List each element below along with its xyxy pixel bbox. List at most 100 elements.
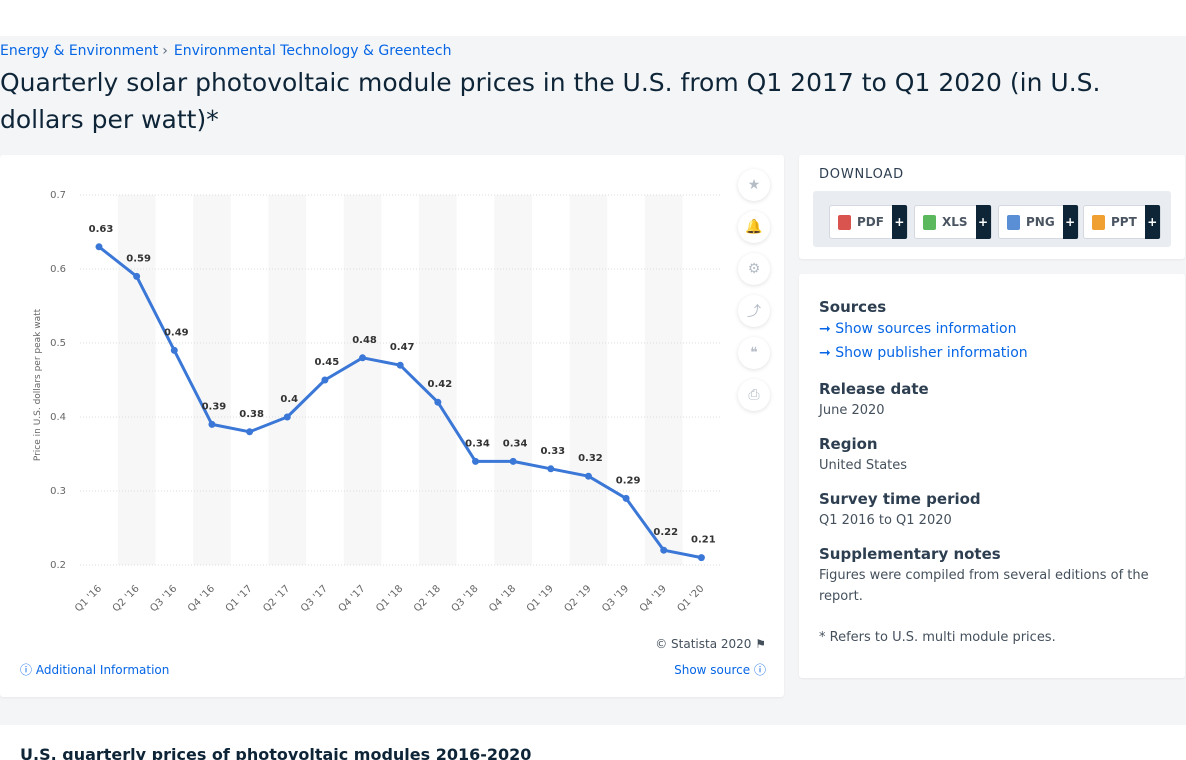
show-publisher-label: Show publisher information xyxy=(835,345,1028,361)
data-label: 0.45 xyxy=(315,357,340,368)
x-tick-label: Q3 '17 xyxy=(299,583,330,614)
plus-icon: + xyxy=(975,205,991,239)
data-label: 0.22 xyxy=(653,527,678,538)
download-pdf-button[interactable]: PDF + xyxy=(829,205,908,239)
data-point xyxy=(547,465,555,473)
footnote: * Refers to U.S. multi module prices. xyxy=(819,630,1056,645)
column-band xyxy=(569,195,608,565)
cite-icon: ❝ xyxy=(750,345,758,361)
download-pdf-label: PDF xyxy=(857,215,884,229)
download-title: DOWNLOAD xyxy=(819,167,904,182)
plus-icon: + xyxy=(891,205,907,239)
y-tick-label: 0.5 xyxy=(50,338,66,349)
column-band xyxy=(343,195,382,565)
y-tick-label: 0.3 xyxy=(50,486,66,497)
x-tick-label: Q4 '19 xyxy=(638,583,669,614)
page-title: Quarterly solar photovoltaic module pric… xyxy=(0,68,1101,134)
data-label: 0.59 xyxy=(126,253,151,264)
download-xls-label: XLS xyxy=(942,215,968,229)
download-bar: PDF + XLS + PNG + PPT + xyxy=(813,191,1171,247)
y-tick-label: 0.7 xyxy=(50,190,66,201)
related-title: U.S. quarterly prices of photovoltaic mo… xyxy=(20,745,532,760)
y-tick-label: 0.2 xyxy=(50,560,66,571)
data-point xyxy=(133,272,141,280)
show-publisher-link[interactable]: ➞ Show publisher information xyxy=(819,345,1028,361)
plus-icon: + xyxy=(1144,205,1160,239)
copyright-text: © Statista 2020 xyxy=(655,637,752,651)
data-point xyxy=(697,554,705,562)
x-tick-label: Q1 '16 xyxy=(73,583,104,614)
related-card: U.S. quarterly prices of photovoltaic mo… xyxy=(0,725,1186,760)
x-tick-label: Q4 '16 xyxy=(186,583,217,614)
data-label: 0.21 xyxy=(691,535,716,546)
show-sources-label: Show sources information xyxy=(835,321,1017,337)
share-button[interactable]: ⤴ xyxy=(738,295,770,327)
notification-button[interactable]: 🔔 xyxy=(738,211,770,243)
x-tick-label: Q3 '18 xyxy=(450,583,481,614)
favorite-button[interactable]: ★ xyxy=(738,169,770,201)
chart-card: 0.2 0.3 0.4 0.5 0.6 0.7 Price in U.S. dollars … xyxy=(0,155,784,697)
column-band xyxy=(117,195,156,565)
supplementary-notes-value: Figures were compiled from several editi… xyxy=(819,568,1149,604)
data-label: 0.38 xyxy=(239,409,264,420)
data-point xyxy=(396,361,404,369)
data-point xyxy=(660,546,668,554)
png-file-icon xyxy=(1007,214,1020,230)
data-point xyxy=(359,354,367,362)
top-bar xyxy=(0,0,1186,36)
settings-button[interactable]: ⚙ xyxy=(738,253,770,285)
download-ppt-label: PPT xyxy=(1111,215,1137,229)
print-icon: ⎙ xyxy=(748,387,760,403)
additional-information-link[interactable]: ⓘ Additional Information xyxy=(20,661,169,678)
ppt-file-icon xyxy=(1092,214,1105,230)
data-label: 0.34 xyxy=(503,438,528,449)
copyright: © Statista 2020 ⚑ xyxy=(655,637,766,651)
xls-file-icon xyxy=(923,214,936,230)
x-tick-label: Q1 '19 xyxy=(525,583,556,614)
cite-button[interactable]: ❝ xyxy=(738,337,770,369)
settings-icon: ⚙ xyxy=(747,261,761,277)
show-source-label: Show source xyxy=(674,663,751,677)
download-png-button[interactable]: PNG + xyxy=(998,205,1079,239)
data-point xyxy=(622,494,630,502)
x-tick-label: Q2 '18 xyxy=(412,583,443,614)
breadcrumb-separator: › xyxy=(162,43,168,59)
download-ppt-button[interactable]: PPT + xyxy=(1083,205,1161,239)
x-tick-label: Q4 '17 xyxy=(337,583,368,614)
print-button[interactable]: ⎙ xyxy=(738,379,770,411)
supplementary-notes-heading: Supplementary notes xyxy=(819,545,1001,563)
column-band xyxy=(419,195,457,565)
data-label: 0.32 xyxy=(578,453,603,464)
data-label: 0.33 xyxy=(540,446,565,457)
data-point xyxy=(584,472,592,480)
y-tick-label: 0.4 xyxy=(50,412,66,423)
data-point xyxy=(472,457,479,465)
survey-period-heading: Survey time period xyxy=(819,490,981,508)
x-tick-label: Q2 '19 xyxy=(563,583,594,614)
download-xls-button[interactable]: XLS + xyxy=(914,205,992,239)
x-tick-label: Q4 '18 xyxy=(487,583,518,614)
show-source-link[interactable]: Show source ⓘ xyxy=(674,661,766,678)
data-label: 0.4 xyxy=(280,394,298,405)
data-label: 0.63 xyxy=(89,224,114,235)
data-point xyxy=(170,346,178,354)
arrow-right-icon: ➞ xyxy=(819,321,831,337)
plus-icon: + xyxy=(1062,205,1078,239)
data-point xyxy=(283,413,291,421)
data-label: 0.47 xyxy=(390,342,415,353)
sources-heading: Sources xyxy=(819,298,887,316)
x-tick-label: Q1 '17 xyxy=(224,583,255,614)
show-sources-link[interactable]: ➞ Show sources information xyxy=(819,321,1016,337)
y-tick-label: 0.6 xyxy=(50,264,66,275)
data-point xyxy=(434,398,442,406)
data-label: 0.39 xyxy=(202,401,227,412)
line-chart: 0.2 0.3 0.4 0.5 0.6 0.7 Price in U.S. dollars … xyxy=(33,190,720,614)
breadcrumb-greentech[interactable]: Environmental Technology & Greentech xyxy=(173,43,452,59)
region-value: United States xyxy=(819,458,908,473)
survey-period-value: Q1 2016 to Q1 2020 xyxy=(819,513,952,528)
data-point xyxy=(246,428,254,436)
arrow-right-icon: ➞ xyxy=(819,345,831,361)
breadcrumb-energy-environment[interactable]: Energy & Environment xyxy=(0,43,159,59)
pdf-file-icon xyxy=(838,214,851,230)
series-line xyxy=(98,245,702,560)
